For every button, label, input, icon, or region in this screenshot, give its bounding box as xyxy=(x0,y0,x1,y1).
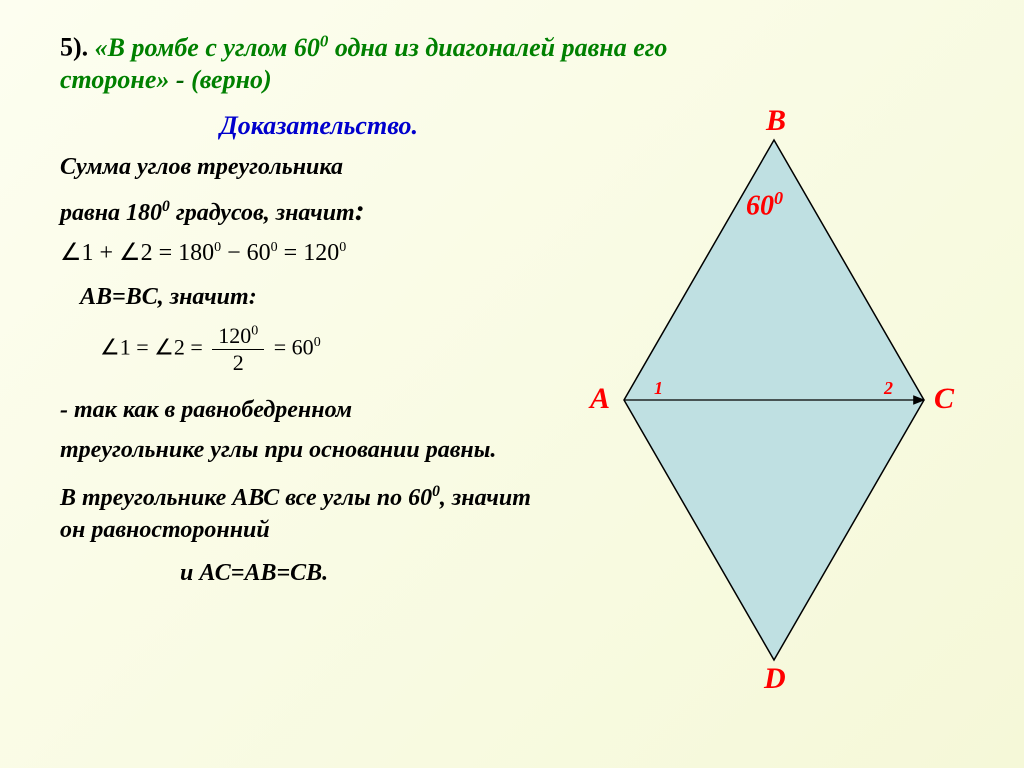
formula-2: ∠1 = ∠2 = 1200 2 = 600 xyxy=(100,323,540,376)
title: 5). «В ромбе с углом 600 одна из диагона… xyxy=(60,30,984,97)
para3-line2: треугольнике углы при основании равны. xyxy=(60,434,540,466)
title-number: 5). xyxy=(60,33,88,62)
para3-line1: - так как в равнобедренном xyxy=(60,394,540,426)
para2: AB=BC, значит: xyxy=(80,281,540,313)
para5: и АС=АВ=СВ. xyxy=(180,557,540,589)
angle-2-label: 2 xyxy=(884,378,893,399)
angle-B-label: 600 xyxy=(746,188,783,222)
formula-1: ∠1 + ∠2 = 1800 − 600 = 1200 xyxy=(60,238,540,267)
vertex-A: A xyxy=(590,382,610,416)
para1-line2: равна 1800 градусов, значит: xyxy=(60,191,540,232)
vertex-D: D xyxy=(764,662,786,696)
para4: В треугольнике АВС все углы по 600, знач… xyxy=(60,481,540,547)
angle-1-label: 1 xyxy=(654,378,663,399)
vertex-B: B xyxy=(766,104,786,138)
vertex-C: C xyxy=(934,382,954,416)
para1-line1: Сумма углов треугольника xyxy=(60,151,540,183)
rhombus-diagram: B A C D 600 1 2 xyxy=(564,120,984,680)
